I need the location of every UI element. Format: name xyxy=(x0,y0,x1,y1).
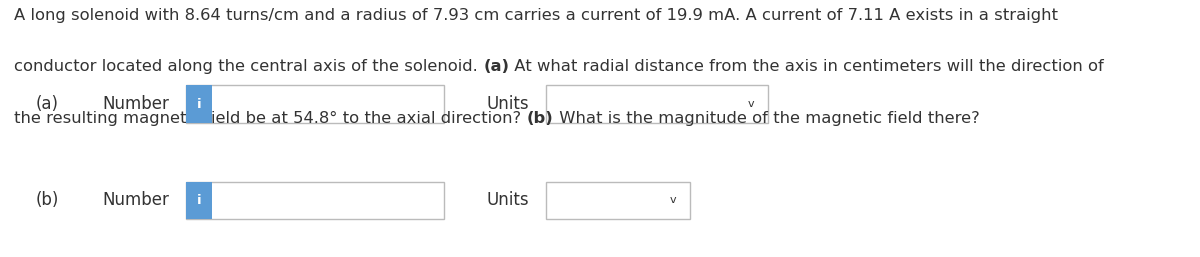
Text: (b): (b) xyxy=(527,111,553,125)
Text: i: i xyxy=(197,98,202,111)
Text: What is the magnitude of the magnetic field there?: What is the magnitude of the magnetic fi… xyxy=(553,111,979,125)
Text: the resulting magnetic field be at 54.8° to the axial direction?: the resulting magnetic field be at 54.8°… xyxy=(14,111,527,125)
FancyBboxPatch shape xyxy=(186,85,444,123)
FancyBboxPatch shape xyxy=(546,85,768,123)
Text: (b): (b) xyxy=(36,191,59,209)
Text: Units: Units xyxy=(486,191,529,209)
FancyBboxPatch shape xyxy=(546,182,690,219)
Text: Units: Units xyxy=(486,95,529,113)
Text: Number: Number xyxy=(102,95,169,113)
Text: At what radial distance from the axis in centimeters will the direction of: At what radial distance from the axis in… xyxy=(509,59,1104,74)
Text: (a): (a) xyxy=(484,59,509,74)
Text: A long solenoid with 8.64 turns/cm and a radius of 7.93 cm carries a current of : A long solenoid with 8.64 turns/cm and a… xyxy=(14,8,1058,23)
Text: (a): (a) xyxy=(36,95,59,113)
Text: i: i xyxy=(197,194,202,207)
FancyBboxPatch shape xyxy=(186,182,212,219)
Text: v: v xyxy=(670,196,677,205)
Text: conductor located along the central axis of the solenoid.: conductor located along the central axis… xyxy=(14,59,484,74)
FancyBboxPatch shape xyxy=(186,182,444,219)
FancyBboxPatch shape xyxy=(186,85,212,123)
Text: Number: Number xyxy=(102,191,169,209)
Text: v: v xyxy=(748,99,755,109)
